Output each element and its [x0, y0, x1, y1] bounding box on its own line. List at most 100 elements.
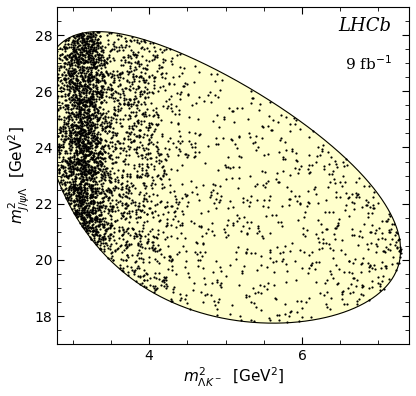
Point	[94, 134, 101, 140]
Point	[115, 138, 121, 145]
Point	[391, 221, 398, 227]
Point	[373, 249, 379, 255]
Point	[185, 128, 192, 135]
Point	[124, 252, 131, 258]
Point	[77, 91, 83, 97]
Point	[75, 70, 82, 76]
Point	[67, 84, 73, 90]
Point	[136, 231, 143, 237]
Point	[74, 140, 81, 147]
Point	[77, 164, 84, 170]
Point	[72, 181, 78, 187]
Point	[151, 74, 157, 80]
Point	[89, 103, 96, 109]
Point	[283, 114, 290, 120]
Point	[76, 160, 83, 166]
Point	[136, 107, 142, 113]
Point	[130, 162, 137, 168]
Point	[62, 124, 68, 130]
Point	[83, 158, 90, 164]
Point	[74, 64, 81, 70]
Point	[193, 184, 199, 190]
Point	[170, 216, 176, 222]
Point	[283, 268, 290, 274]
Point	[49, 89, 55, 95]
Point	[279, 223, 285, 229]
Point	[119, 194, 125, 200]
Point	[220, 226, 227, 232]
Point	[62, 148, 69, 154]
Point	[147, 155, 154, 162]
Point	[89, 137, 96, 143]
Point	[261, 184, 268, 190]
Point	[84, 160, 91, 167]
Point	[99, 154, 105, 161]
Point	[247, 199, 254, 206]
Point	[125, 254, 131, 261]
Point	[151, 208, 158, 214]
Point	[94, 42, 101, 48]
Point	[129, 33, 135, 40]
Point	[64, 45, 71, 51]
Point	[99, 186, 105, 192]
Point	[93, 97, 99, 104]
Point	[90, 207, 97, 213]
Point	[61, 75, 68, 82]
Point	[138, 241, 144, 248]
Point	[58, 100, 65, 106]
Point	[153, 286, 159, 292]
Point	[144, 170, 150, 176]
Point	[107, 225, 114, 231]
Point	[122, 185, 129, 191]
Point	[265, 112, 272, 119]
Point	[153, 154, 159, 160]
Point	[38, 97, 45, 104]
Point	[80, 114, 87, 121]
X-axis label: $m^2_{\Lambda K^-}$  [GeV$^2$]: $m^2_{\Lambda K^-}$ [GeV$^2$]	[183, 366, 284, 389]
Point	[101, 64, 108, 70]
Point	[66, 164, 72, 171]
Point	[71, 182, 77, 188]
Point	[74, 207, 80, 213]
Point	[87, 234, 93, 240]
Point	[158, 48, 165, 55]
Point	[145, 137, 152, 144]
Point	[260, 124, 267, 130]
Point	[69, 140, 76, 146]
Point	[69, 163, 75, 169]
Point	[82, 171, 89, 177]
Point	[53, 147, 60, 153]
Point	[382, 249, 389, 255]
Point	[169, 203, 176, 209]
Point	[71, 38, 77, 45]
Point	[126, 232, 133, 239]
Point	[62, 150, 69, 156]
Point	[65, 75, 72, 82]
Point	[79, 178, 86, 185]
Point	[102, 234, 108, 241]
Point	[342, 179, 348, 185]
Point	[132, 66, 139, 72]
Point	[153, 201, 160, 207]
Point	[74, 158, 81, 164]
Point	[154, 173, 160, 179]
Point	[84, 208, 91, 215]
Point	[165, 266, 171, 272]
Point	[80, 190, 87, 196]
Point	[89, 36, 95, 43]
Point	[83, 194, 90, 201]
Point	[69, 136, 76, 142]
Point	[90, 168, 97, 174]
Point	[121, 101, 127, 107]
Point	[344, 301, 351, 308]
Point	[89, 29, 96, 36]
Point	[208, 71, 215, 78]
Point	[84, 143, 91, 150]
Point	[44, 107, 50, 113]
Point	[96, 90, 103, 97]
Point	[337, 179, 344, 185]
Point	[87, 98, 94, 104]
Point	[97, 199, 103, 206]
Point	[84, 190, 91, 196]
Point	[74, 46, 81, 53]
